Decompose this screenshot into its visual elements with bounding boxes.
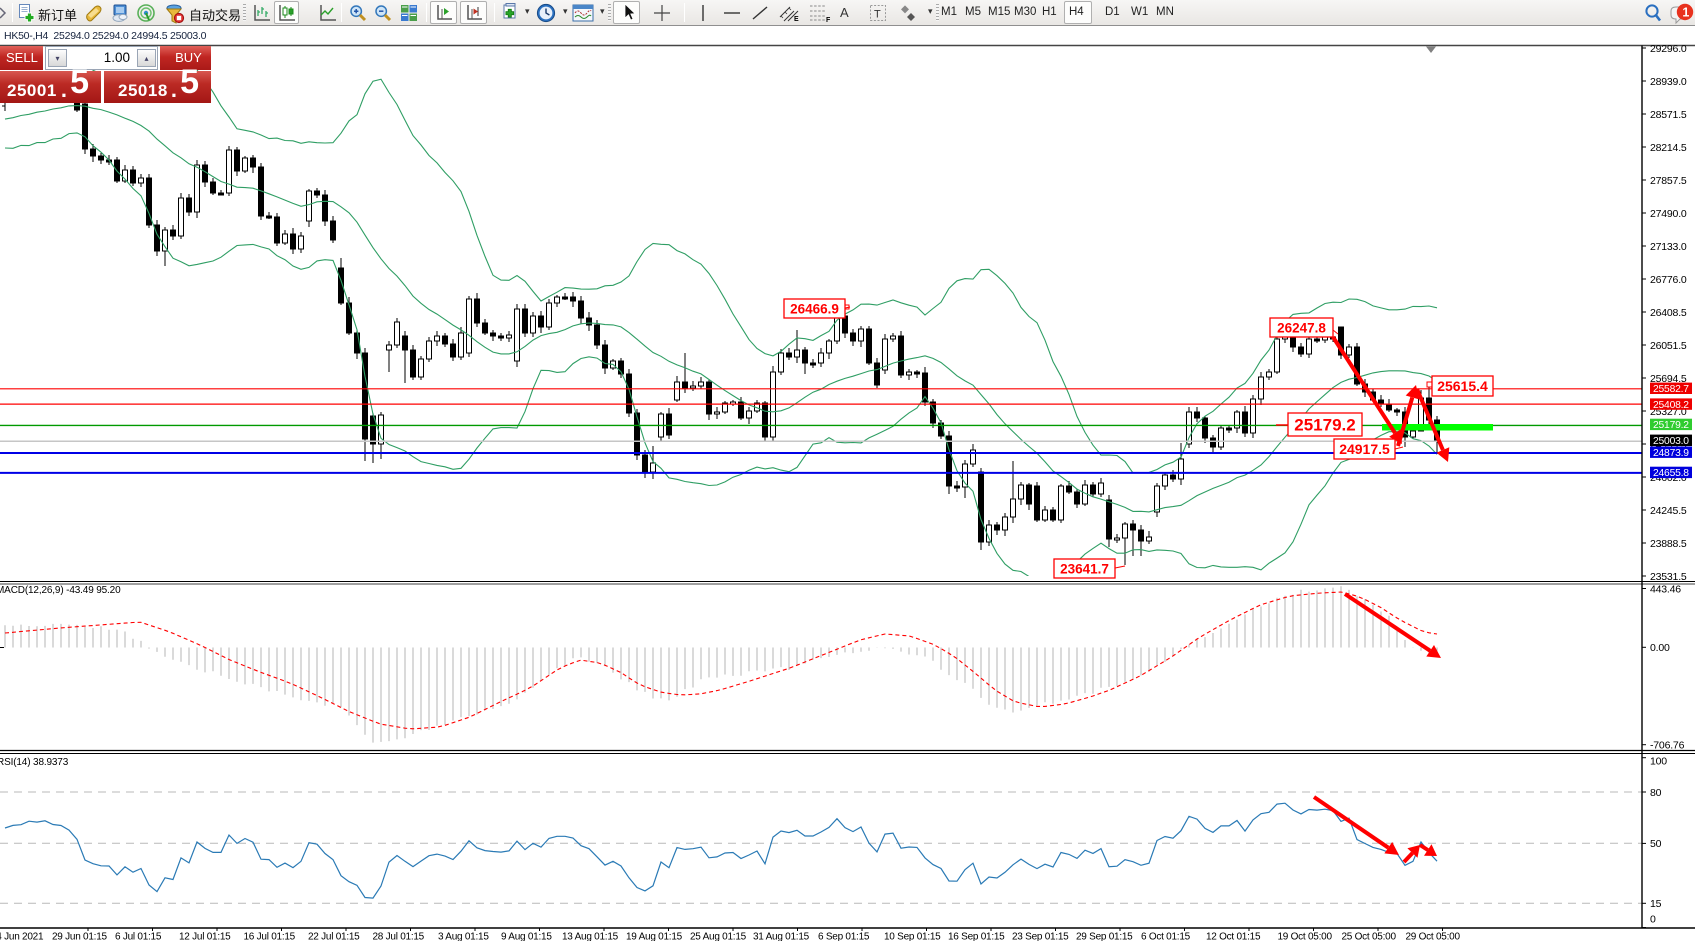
svg-text:19 Aug 01:15: 19 Aug 01:15 [626, 932, 683, 941]
svg-text:100: 100 [1650, 755, 1667, 767]
svg-text:28571.5: 28571.5 [1650, 109, 1687, 121]
svg-text:25408.2: 25408.2 [1653, 400, 1689, 411]
svg-text:26051.5: 26051.5 [1650, 340, 1687, 352]
svg-text:0.00: 0.00 [1650, 642, 1670, 654]
svg-text:26466.9: 26466.9 [790, 301, 839, 316]
svg-text:80: 80 [1650, 787, 1662, 799]
svg-text:24655.8: 24655.8 [1653, 468, 1689, 479]
svg-text:28 Jul 01:15: 28 Jul 01:15 [373, 932, 425, 941]
svg-text:27490.0: 27490.0 [1650, 208, 1687, 220]
svg-text:50: 50 [1650, 838, 1662, 850]
svg-text:29 Jun 01:15: 29 Jun 01:15 [52, 932, 108, 941]
svg-text:25694.5: 25694.5 [1650, 373, 1687, 385]
svg-text:25582.7: 25582.7 [1653, 384, 1689, 395]
svg-text:6 Jul 01:15: 6 Jul 01:15 [115, 932, 162, 941]
svg-text:15: 15 [1650, 898, 1662, 910]
svg-text:F: F [826, 17, 831, 23]
svg-text:31 Aug 01:15: 31 Aug 01:15 [753, 932, 810, 941]
svg-text:26408.5: 26408.5 [1650, 307, 1687, 319]
svg-text:23 Sep 01:15: 23 Sep 01:15 [1012, 932, 1069, 941]
svg-text:29 Oct 05:00: 29 Oct 05:00 [1406, 932, 1461, 941]
svg-text:10 Sep 01:15: 10 Sep 01:15 [884, 932, 941, 941]
svg-text:12 Oct 01:15: 12 Oct 01:15 [1206, 932, 1261, 941]
svg-text:28939.0: 28939.0 [1650, 76, 1687, 88]
svg-text:RSI(14) 38.9373: RSI(14) 38.9373 [0, 757, 69, 768]
svg-text:26776.0: 26776.0 [1650, 274, 1687, 286]
svg-text:25003.0: 25003.0 [1653, 436, 1689, 447]
svg-text:16 Jul 01:15: 16 Jul 01:15 [244, 932, 296, 941]
svg-text:9 Aug 01:15: 9 Aug 01:15 [501, 932, 552, 941]
svg-text:28214.5: 28214.5 [1650, 142, 1687, 154]
svg-text:16 Sep 01:15: 16 Sep 01:15 [948, 932, 1005, 941]
svg-text:29296.0: 29296.0 [1650, 43, 1687, 55]
svg-text:24917.5: 24917.5 [1339, 441, 1390, 457]
svg-text:-706.76: -706.76 [1650, 740, 1685, 752]
svg-text:29 Sep 01:15: 29 Sep 01:15 [1076, 932, 1133, 941]
svg-text:27133.0: 27133.0 [1650, 241, 1687, 253]
svg-text:22 Jul 01:15: 22 Jul 01:15 [308, 932, 360, 941]
svg-text:25179.2: 25179.2 [1653, 420, 1689, 431]
svg-text:0: 0 [1650, 913, 1656, 925]
svg-text:19 Oct 05:00: 19 Oct 05:00 [1278, 932, 1333, 941]
svg-text:443.46: 443.46 [1650, 583, 1681, 595]
svg-text:6 Oct 01:15: 6 Oct 01:15 [1141, 932, 1191, 941]
svg-text:3 Aug 01:15: 3 Aug 01:15 [438, 932, 489, 941]
svg-text:25 Aug 01:15: 25 Aug 01:15 [690, 932, 747, 941]
svg-text:E: E [794, 16, 799, 23]
svg-text:26247.8: 26247.8 [1277, 320, 1326, 335]
svg-text:23888.5: 23888.5 [1650, 538, 1687, 550]
svg-text:13 Aug 01:15: 13 Aug 01:15 [562, 932, 619, 941]
svg-text:25615.4: 25615.4 [1437, 378, 1488, 394]
svg-text:T: T [874, 9, 881, 21]
svg-text:23641.7: 23641.7 [1060, 561, 1109, 576]
svg-text:25179.2: 25179.2 [1294, 416, 1355, 435]
svg-text:12 Jul 01:15: 12 Jul 01:15 [179, 932, 231, 941]
svg-text:23531.5: 23531.5 [1650, 571, 1687, 583]
svg-text:24873.9: 24873.9 [1653, 448, 1689, 459]
svg-text:MACD(12,26,9) -43.49 95.20: MACD(12,26,9) -43.49 95.20 [0, 585, 121, 596]
svg-text:24245.5: 24245.5 [1650, 505, 1687, 517]
svg-text:24 Jun 2021: 24 Jun 2021 [0, 932, 44, 941]
svg-text:1: 1 [1682, 5, 1689, 19]
svg-text:25 Oct 05:00: 25 Oct 05:00 [1342, 932, 1397, 941]
svg-text:27857.5: 27857.5 [1650, 175, 1687, 187]
svg-text:6 Sep 01:15: 6 Sep 01:15 [818, 932, 870, 941]
